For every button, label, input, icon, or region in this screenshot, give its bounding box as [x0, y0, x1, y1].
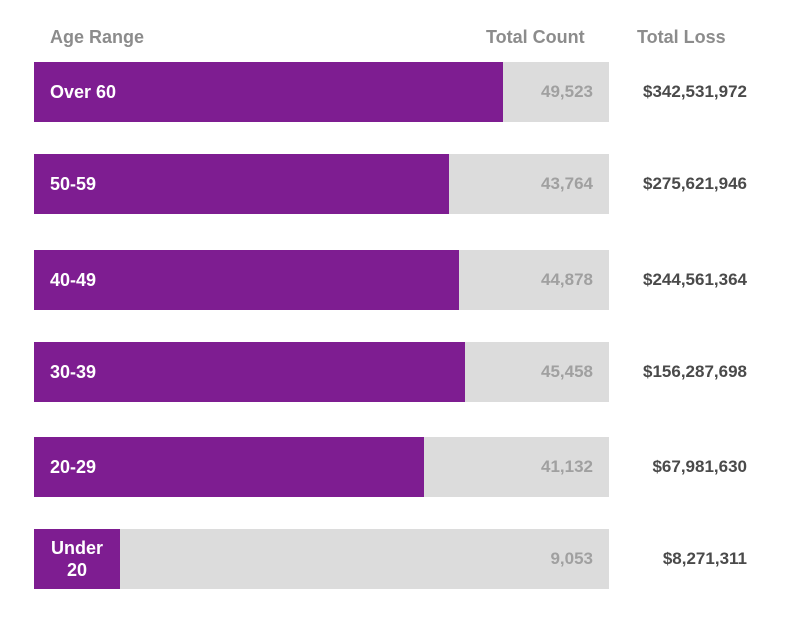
count-label: 45,458 [541, 362, 593, 381]
header-age-range: Age Range [50, 27, 145, 47]
loss-label: $275,621,946 [643, 174, 747, 193]
count-label: 9,053 [550, 549, 593, 568]
loss-label: $244,561,364 [643, 270, 747, 289]
category-label: 50-59 [50, 174, 97, 194]
header-total-count: Total Count [486, 27, 585, 47]
bar-row: 50-59 43,764 [34, 154, 609, 214]
category-label: 40-49 [50, 270, 97, 290]
category-label: 20-29 [50, 457, 97, 477]
loss-label: $342,531,972 [643, 82, 747, 101]
header-total-loss: Total Loss [637, 27, 726, 47]
bar [34, 62, 503, 122]
bar-row: 30-39 45,458 [34, 342, 609, 402]
bar [34, 250, 459, 310]
loss-label: $67,981,630 [652, 457, 747, 476]
bar-row: Under 20 9,053 [34, 529, 609, 589]
category-label: Over 60 [50, 82, 117, 102]
bar-row: Over 60 49,523 [34, 62, 609, 122]
bar-row: 20-29 41,132 [34, 437, 609, 497]
count-label: 49,523 [541, 82, 593, 101]
bar [34, 437, 424, 497]
bar [34, 342, 465, 402]
count-label: 44,878 [541, 270, 593, 289]
count-label: 43,764 [541, 174, 593, 193]
bar [34, 154, 449, 214]
bar-row: 40-49 44,878 [34, 250, 609, 310]
count-label: 41,132 [541, 457, 593, 476]
loss-label: $156,287,698 [643, 362, 747, 381]
bar [34, 529, 120, 589]
category-label: 30-39 [50, 362, 97, 382]
category-label: Under 20 [50, 538, 103, 580]
loss-label: $8,271,311 [662, 549, 747, 568]
